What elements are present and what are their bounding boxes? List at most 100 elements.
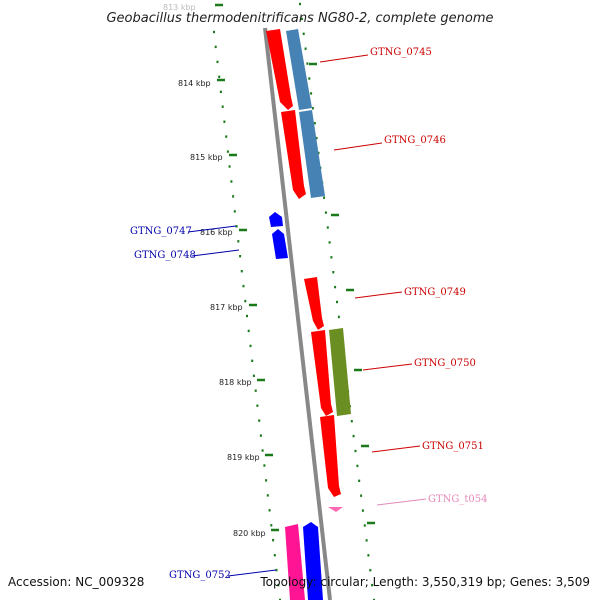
gene-GTNG_0750-olive[interactable] xyxy=(329,328,351,416)
scale-dot xyxy=(323,196,326,199)
scale-dot xyxy=(263,464,266,467)
scale-dot xyxy=(360,494,363,497)
label-leaders xyxy=(187,54,427,577)
tick-marks xyxy=(215,3,375,532)
gene-GTNG_0746-red[interactable] xyxy=(281,110,306,199)
scale-ticks: 813 kbp 814 kbp 815 kbp 816 kbp 817 kbp … xyxy=(163,3,266,538)
scale-dot xyxy=(235,225,238,228)
scale-dot xyxy=(252,374,255,377)
scale-dot xyxy=(328,241,331,244)
scale-dot xyxy=(367,554,370,557)
scale-dot xyxy=(244,299,247,303)
scale-dot xyxy=(258,419,261,422)
tick-label: 816 kbp xyxy=(200,228,233,237)
scale-dot xyxy=(254,389,257,392)
scale-dot xyxy=(266,494,269,497)
scale-dot xyxy=(272,539,275,542)
gene-GTNG_0745-blue[interactable] xyxy=(286,29,312,110)
scale-dot xyxy=(223,120,226,123)
scale-dot xyxy=(239,255,242,258)
left-gene-labels: GTNG_0747 GTNG_0748 GTNG_0752 xyxy=(130,226,231,581)
scale-dot xyxy=(213,30,215,34)
scale-dot xyxy=(354,449,357,453)
gene-features xyxy=(266,29,351,600)
gene-label-GTNG_0746[interactable]: GTNG_0746 xyxy=(384,135,446,146)
scale-dot xyxy=(310,92,313,95)
tick-label: 813 kbp xyxy=(163,3,196,12)
scale-dot xyxy=(225,135,228,138)
gene-GTNG_0747[interactable] xyxy=(269,212,283,227)
gene-GTNG_0752-blue[interactable] xyxy=(303,522,323,600)
scale-dot xyxy=(247,329,250,333)
scale-dot xyxy=(270,524,273,527)
gene-label-GTNG_0750[interactable]: GTNG_0750 xyxy=(414,358,476,369)
scale-dot xyxy=(330,256,333,259)
scale-dot xyxy=(326,226,329,229)
scale-dot xyxy=(240,270,243,273)
scale-dot xyxy=(275,568,278,572)
gene-GTNG_0750-red[interactable] xyxy=(311,330,333,416)
scale-dot xyxy=(306,62,309,65)
gene-label-GTNG_0748[interactable]: GTNG_0748 xyxy=(134,250,196,261)
scale-dot xyxy=(251,359,254,362)
genome-backbone xyxy=(263,27,332,600)
scale-dot xyxy=(226,150,229,153)
gene-label-GTNG_0749[interactable]: GTNG_0749 xyxy=(404,287,466,298)
scale-dot xyxy=(350,420,353,423)
scale-dot xyxy=(261,449,264,452)
scale-dot xyxy=(361,509,364,512)
scale-dot xyxy=(237,240,240,243)
gene-GTNG_0751[interactable] xyxy=(320,415,341,497)
scale-dot xyxy=(337,315,340,319)
scale-dot xyxy=(358,479,361,482)
right-gene-labels: GTNG_0745 GTNG_0746 GTNG_0749 GTNG_0750 … xyxy=(370,47,488,505)
gene-GTNG_0748[interactable] xyxy=(272,229,288,259)
gene-GTNG_t054[interactable] xyxy=(328,507,343,512)
scale-dot xyxy=(369,569,372,572)
scale-dot xyxy=(214,45,217,49)
scale-dot xyxy=(242,284,245,288)
gene-GTNG_0745-red[interactable] xyxy=(266,29,293,110)
tick-label: 819 kbp xyxy=(227,453,260,462)
scale-track-left xyxy=(213,30,281,600)
scale-dot xyxy=(356,464,359,468)
scale-dot xyxy=(302,32,305,35)
gene-GTNG_0752-magenta[interactable] xyxy=(285,524,305,600)
scale-dot xyxy=(265,479,268,482)
scale-dot xyxy=(218,75,221,78)
scale-dot xyxy=(313,122,316,125)
scale-dot xyxy=(228,165,231,168)
scale-dot xyxy=(308,77,311,80)
gene-label-GTNG_0751[interactable]: GTNG_0751 xyxy=(422,441,484,452)
gene-GTNG_0749[interactable] xyxy=(304,277,324,330)
gene-label-GTNG_0747[interactable]: GTNG_0747 xyxy=(130,226,192,237)
scale-dot xyxy=(300,17,303,21)
gene-label-GTNG_0745[interactable]: GTNG_0745 xyxy=(370,47,432,58)
scale-dot xyxy=(216,60,219,64)
scale-dot xyxy=(249,344,252,348)
scale-dot xyxy=(315,136,318,140)
tick-label: 818 kbp xyxy=(219,378,252,387)
scale-dot xyxy=(365,539,368,542)
tick-label: 814 kbp xyxy=(178,79,211,88)
scale-dot xyxy=(371,583,374,587)
scale-dot xyxy=(334,285,337,289)
scale-dot xyxy=(219,90,222,93)
scale-dot xyxy=(352,434,355,438)
scale-dot xyxy=(273,554,276,557)
scale-dot xyxy=(268,509,271,512)
scale-dot xyxy=(363,524,366,527)
gene-label-GTNG_0752[interactable]: GTNG_0752 xyxy=(169,570,231,581)
scale-dot xyxy=(256,404,259,407)
accession-text: Accession: NC_009328 xyxy=(8,575,144,589)
tick-label: 815 kbp xyxy=(190,153,223,162)
gene-label-GTNG_t054[interactable]: GTNG_t054 xyxy=(428,494,488,505)
gene-GTNG_0746-blue[interactable] xyxy=(299,110,325,198)
tick-label: 817 kbp xyxy=(210,303,243,312)
scale-dot xyxy=(246,314,248,318)
scale-dot xyxy=(221,105,224,108)
scale-dot xyxy=(233,210,236,213)
scale-dot xyxy=(311,107,314,110)
scale-dot xyxy=(336,300,338,304)
